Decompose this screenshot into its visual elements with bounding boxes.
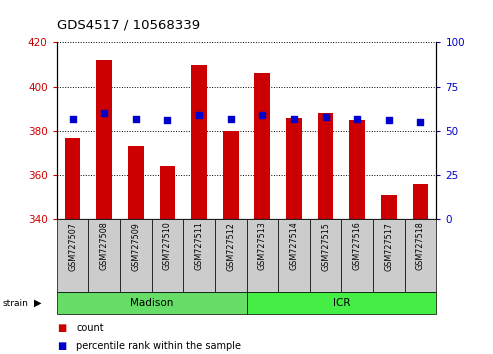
Bar — [96, 60, 112, 219]
Text: GSM727516: GSM727516 — [352, 222, 362, 270]
Point — [258, 112, 266, 118]
Bar — [350, 120, 365, 219]
Point — [132, 116, 140, 121]
Text: GDS4517 / 10568339: GDS4517 / 10568339 — [57, 19, 200, 32]
Text: ICR: ICR — [333, 298, 350, 308]
Bar — [128, 147, 143, 219]
Point — [321, 114, 329, 120]
Bar — [65, 138, 80, 219]
Point — [69, 116, 76, 121]
Text: GSM727514: GSM727514 — [289, 222, 298, 270]
Bar — [317, 113, 333, 219]
Bar — [223, 131, 239, 219]
Text: ■: ■ — [57, 323, 66, 333]
Bar — [341, 219, 373, 292]
Text: GSM727515: GSM727515 — [321, 222, 330, 270]
Bar — [215, 219, 246, 292]
Bar — [183, 219, 215, 292]
Text: GSM727511: GSM727511 — [195, 222, 204, 270]
Bar — [246, 292, 436, 314]
Bar — [254, 73, 270, 219]
Bar — [246, 219, 278, 292]
Bar — [373, 219, 405, 292]
Text: GSM727507: GSM727507 — [68, 222, 77, 270]
Point — [385, 118, 393, 123]
Text: ▶: ▶ — [34, 298, 41, 308]
Point — [227, 116, 235, 121]
Bar — [413, 184, 428, 219]
Text: GSM727513: GSM727513 — [258, 222, 267, 270]
Text: GSM727512: GSM727512 — [226, 222, 235, 270]
Bar — [278, 219, 310, 292]
Bar — [286, 118, 302, 219]
Text: ■: ■ — [57, 341, 66, 351]
Bar — [88, 219, 120, 292]
Bar — [405, 219, 436, 292]
Point — [164, 118, 172, 123]
Text: Madison: Madison — [130, 298, 173, 308]
Text: GSM727509: GSM727509 — [131, 222, 141, 270]
Text: count: count — [76, 323, 104, 333]
Point — [290, 116, 298, 121]
Point — [100, 110, 108, 116]
Text: strain: strain — [2, 298, 28, 308]
Bar — [152, 219, 183, 292]
Text: GSM727518: GSM727518 — [416, 222, 425, 270]
Bar — [160, 166, 176, 219]
Bar — [120, 219, 152, 292]
Text: GSM727517: GSM727517 — [385, 222, 393, 270]
Text: GSM727508: GSM727508 — [100, 222, 108, 270]
Point — [353, 116, 361, 121]
Bar — [57, 292, 246, 314]
Bar — [381, 195, 397, 219]
Text: GSM727510: GSM727510 — [163, 222, 172, 270]
Bar — [191, 64, 207, 219]
Point — [195, 112, 203, 118]
Text: percentile rank within the sample: percentile rank within the sample — [76, 341, 242, 351]
Point — [417, 119, 424, 125]
Bar — [57, 219, 88, 292]
Bar — [310, 219, 341, 292]
